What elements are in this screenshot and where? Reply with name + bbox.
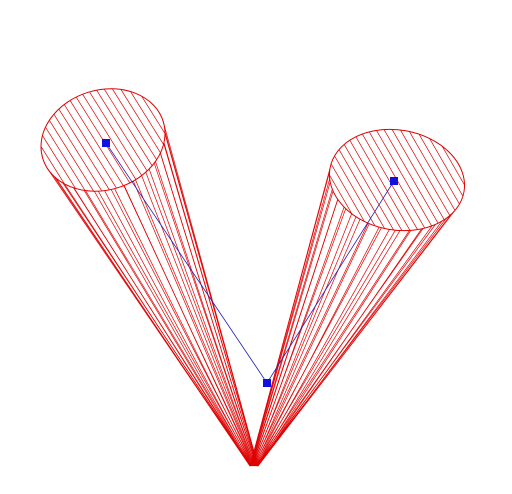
- shared-base-point-handle[interactable]: [263, 379, 271, 387]
- left-cylinder-wireframe: [28, 73, 259, 467]
- left-cylinder-side-line: [145, 172, 257, 467]
- hatch-line: [324, 118, 446, 242]
- hatch-line: [74, 73, 178, 207]
- right-cylinder-wireframe: [249, 118, 473, 467]
- left-cylinder-side-line: [151, 103, 259, 467]
- hatch-line: [385, 118, 473, 242]
- hatch-line: [321, 118, 415, 242]
- hatch-line: [321, 118, 421, 242]
- hatch-line: [28, 73, 132, 207]
- right-cylinder-side-line: [249, 149, 340, 467]
- right-cylinder-side-line: [253, 227, 382, 467]
- right-cap-center-handle[interactable]: [390, 177, 398, 185]
- right-cylinder-side-line: [249, 189, 333, 467]
- hatch-line: [321, 118, 409, 242]
- right-cylinder-side-line: [257, 210, 455, 467]
- right-cylinder-side-line: [256, 224, 436, 467]
- right-cylinder-side-line: [252, 223, 369, 467]
- left-cap-center-handle[interactable]: [102, 139, 110, 147]
- left-cylinder-side-line: [142, 96, 258, 467]
- axis-lines: [105, 142, 395, 384]
- left-cylinder-side-line: [41, 137, 251, 467]
- hatch-line: [86, 73, 178, 207]
- hatch-line: [80, 73, 178, 207]
- left-cylinder-side-line: [158, 111, 259, 467]
- right-cylinder-side-line: [256, 218, 447, 467]
- right-axis-line: [266, 180, 395, 384]
- left-cylinder-side-line: [135, 179, 256, 467]
- hatch-line: [28, 73, 120, 207]
- hatch-line: [379, 118, 473, 242]
- left-cylinder-side-line: [97, 191, 254, 467]
- left-cylinder-side-line: [42, 158, 251, 467]
- right-cylinder-side-line: [257, 181, 465, 467]
- left-axis-line: [105, 142, 268, 384]
- left-cylinder-side-line: [85, 190, 253, 467]
- hatch-line: [348, 118, 470, 242]
- hatch-line: [342, 118, 464, 242]
- right-cylinder-side-line: [250, 141, 349, 467]
- hatch-line: [373, 118, 473, 242]
- right-cylinder-side-line: [249, 158, 334, 467]
- control-handles: [102, 139, 398, 387]
- hatch-line: [28, 73, 126, 207]
- left-cylinder-side-line: [40, 147, 251, 467]
